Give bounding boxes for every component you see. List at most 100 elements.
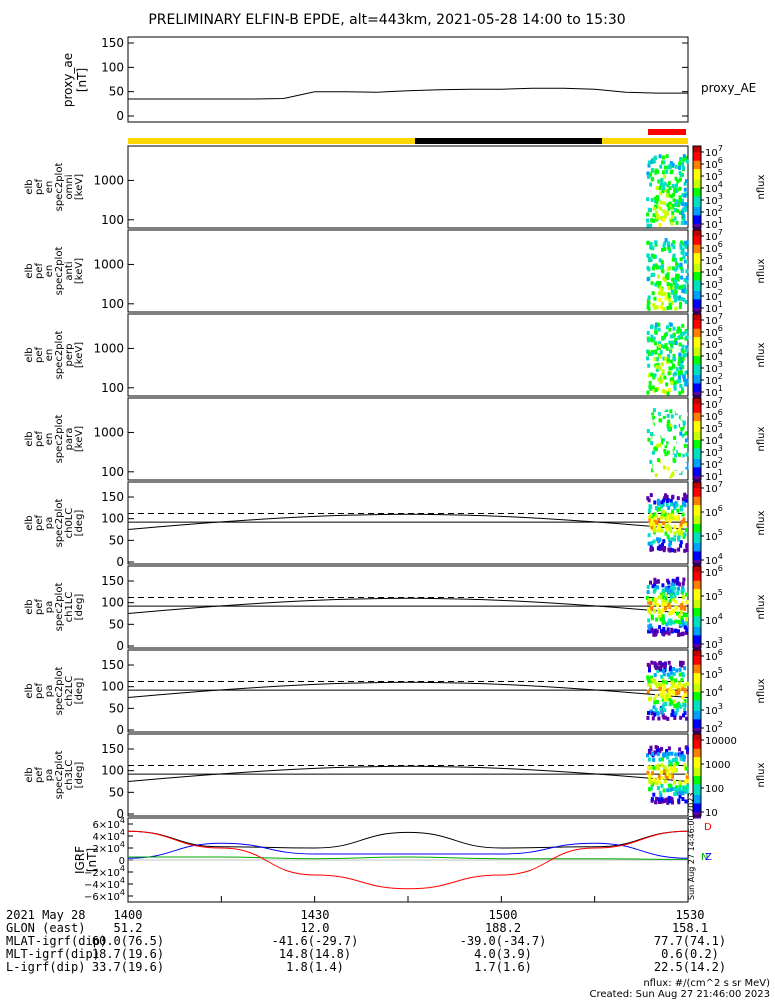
spectrogram-pixel <box>656 346 660 351</box>
panel-frame <box>127 397 689 481</box>
spectrogram-pixel <box>675 409 679 414</box>
panel-ylabel-line: anti <box>64 261 75 280</box>
spectrogram-pixel <box>665 527 669 532</box>
panel-ylabel-line: spec2plot <box>54 667 65 716</box>
ytick-label: 50 <box>109 785 124 799</box>
spectrogram-pixel <box>650 432 654 436</box>
colorbar-segment <box>693 534 701 538</box>
spectrogram-pixel <box>658 625 662 630</box>
spectrogram-pixel <box>683 621 687 626</box>
colorbar-tick-label: −4×104 <box>84 876 125 891</box>
colorbar-segment <box>693 278 701 281</box>
spectrogram-pixel <box>666 391 670 396</box>
spectrogram-pixel <box>672 364 675 369</box>
spectrogram-pixel <box>683 284 687 289</box>
spectrogram-pixel <box>666 627 670 632</box>
colorbar-segment <box>693 786 701 790</box>
colorbar-segment <box>693 288 701 292</box>
spectrogram-pixel <box>662 356 666 361</box>
colorbar-label: nflux <box>756 594 767 619</box>
spectrogram-pixel <box>664 586 668 591</box>
colorbar-segment <box>693 622 701 626</box>
spectrogram-pixel <box>676 508 680 513</box>
colorbar-segment <box>693 164 701 168</box>
spectrogram-pixel <box>675 708 679 713</box>
spectrogram-pixel <box>649 513 653 517</box>
ytick-label: 0 <box>116 555 124 569</box>
colorbar-segment <box>693 400 701 403</box>
colorbar-segment <box>693 687 701 691</box>
spectrogram-pixel <box>680 423 684 427</box>
spectrogram-pixel <box>670 610 673 615</box>
colorbar-segment <box>693 767 701 771</box>
spectrogram-pixel <box>667 450 670 455</box>
spectrogram-pixel <box>661 690 665 695</box>
spectrogram-pixel <box>675 443 679 448</box>
spectrogram-pixel <box>660 301 664 306</box>
spectrogram-pixel <box>654 325 658 330</box>
spectrogram-pixel <box>683 220 687 225</box>
colorbar-segment <box>693 805 701 809</box>
colorbar-segment <box>693 561 701 565</box>
colorbar-tick-label: 106 <box>705 564 723 579</box>
spectrogram-pixel <box>682 412 686 417</box>
colorbar-segment <box>693 555 701 559</box>
colorbar-segment <box>693 253 701 256</box>
spectrogram-pixel <box>657 775 661 780</box>
spectrogram-pixel <box>684 240 688 245</box>
spectrogram-pixel <box>671 277 675 282</box>
spectrogram-pixel <box>683 475 687 480</box>
spectrogram-pixel <box>678 379 682 383</box>
colorbar-segment <box>693 429 701 433</box>
spectrogram-pixel <box>681 162 685 167</box>
spectrogram-pixel <box>681 585 685 590</box>
spectrogram-pixel <box>647 600 651 605</box>
spectrogram-pixel <box>660 247 664 252</box>
panel-ylabel-line: spec2plot <box>54 751 65 800</box>
spectrogram-pixel <box>682 788 686 792</box>
panel-ylabel-line: pef <box>34 263 45 280</box>
colorbar-segment <box>693 643 701 647</box>
spectrogram-pixel <box>657 716 661 721</box>
spectrogram-pixel <box>660 776 664 781</box>
spectrogram-pixel <box>647 757 651 762</box>
spectrogram-pixel <box>661 335 665 340</box>
spectrogram-pixel <box>674 619 678 624</box>
colorbar-segment <box>693 393 701 397</box>
xaxis-row-value: 1400 <box>114 908 143 922</box>
spectrogram-pixel <box>662 799 666 804</box>
spectrogram-pixel <box>685 381 689 386</box>
spectrogram-pixel <box>668 366 672 371</box>
spectrogram-pixel <box>680 210 684 215</box>
colorbar-segment <box>693 167 701 170</box>
xaxis-row-value: -41.6(-29.7) <box>272 934 359 948</box>
colorbar-tick-label: 107 <box>705 312 723 327</box>
spectrogram-pixel <box>647 711 650 715</box>
status-bar-black <box>415 138 602 144</box>
spectrogram-pixel <box>652 254 656 259</box>
colorbar-segment <box>693 748 701 752</box>
spectrogram-pixel <box>683 208 686 213</box>
spectrogram-pixel <box>670 414 674 419</box>
spectrogram-pixel <box>661 599 665 604</box>
spectrogram-pixel <box>683 278 687 282</box>
colorbar-segment <box>693 305 701 309</box>
spectrogram-pixel <box>649 745 653 750</box>
spectrogram-pixel <box>685 789 689 793</box>
colorbar-segment <box>693 269 701 273</box>
spectrogram-pixel <box>665 382 669 387</box>
colorbar-tick-label: 103 <box>705 360 723 375</box>
spectrogram-pixel <box>677 690 681 695</box>
colorbar-segment <box>693 232 701 235</box>
spectrogram-pixel <box>686 747 689 752</box>
spectrogram-pixel <box>664 606 668 611</box>
spectrogram-pixel <box>670 288 674 293</box>
spectrogram-pixel <box>668 515 672 519</box>
spectrogram-pixel <box>659 449 663 454</box>
spectrogram-pixel <box>650 281 654 286</box>
colorbar-segment <box>693 536 701 540</box>
spectrogram-pixel <box>646 390 650 395</box>
spectrogram-pixel <box>667 537 671 542</box>
colorbar-segment <box>693 255 701 258</box>
